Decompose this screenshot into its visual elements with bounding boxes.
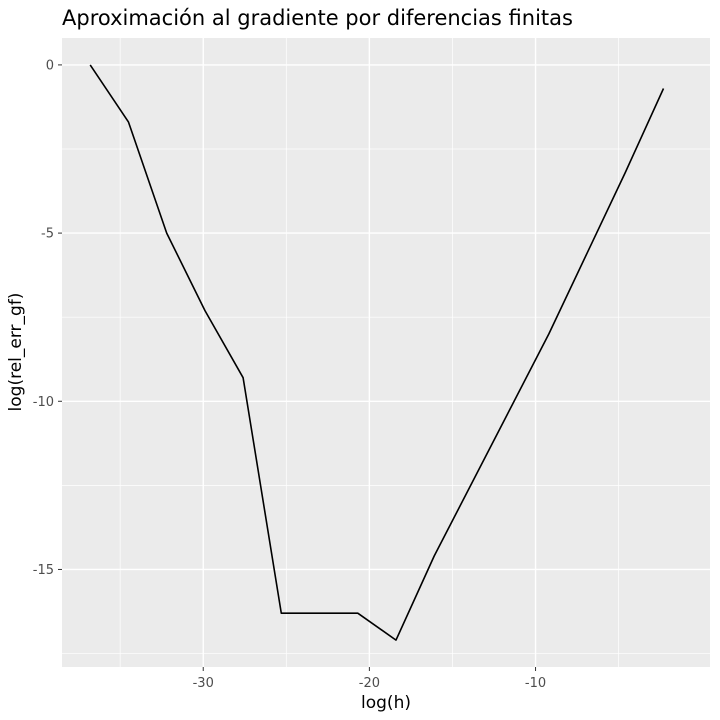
x-axis-title: log(h) [361,693,411,713]
plot-panel [62,38,710,667]
x-tick-label-2: -10 [525,676,546,691]
y-axis: 0 -5 -10 -15 [33,58,62,578]
series-line [89,64,665,641]
x-tick-label-0: -30 [193,676,214,691]
x-axis: -30 -20 -10 [193,667,546,691]
x-tick-label-1: -20 [359,676,380,691]
y-axis-title: log(rel_err_gf) [6,293,26,412]
y-tick-label-3: -15 [33,563,54,578]
y-tick-label-0: 0 [46,58,54,73]
y-tick-label-1: -5 [41,227,54,242]
minor-gridlines [62,38,710,667]
chart-title: Aproximación al gradiente por diferencia… [62,6,573,30]
y-tick-label-2: -10 [33,395,54,410]
major-gridlines [62,38,710,667]
